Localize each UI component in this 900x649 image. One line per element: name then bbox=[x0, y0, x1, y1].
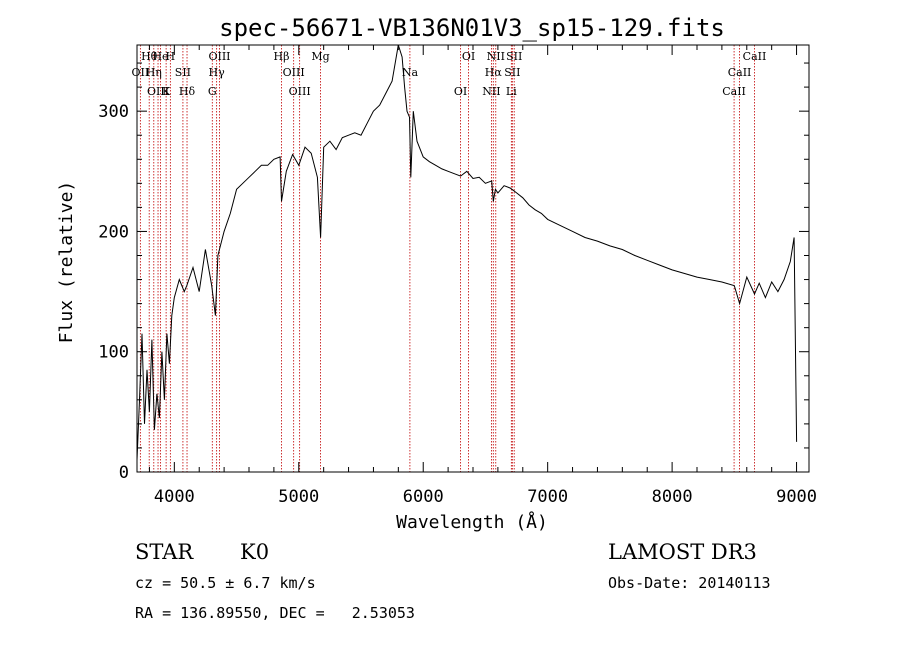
plot-frame bbox=[136, 44, 810, 473]
marker-label: Hθ bbox=[141, 50, 158, 63]
marker-label: CaII bbox=[743, 50, 767, 63]
marker-label: G bbox=[208, 85, 217, 98]
survey-name: LAMOST DR3 bbox=[608, 540, 757, 564]
x-tick-label: 7000 bbox=[527, 487, 568, 507]
y-axis-ticks: 0 100 200 300 bbox=[98, 62, 809, 483]
spectrum-line bbox=[136, 44, 798, 461]
marker-label: K bbox=[162, 85, 171, 98]
marker-label: CaII bbox=[722, 85, 746, 98]
marker-label: OI bbox=[454, 85, 467, 98]
y-tick-label: 200 bbox=[98, 222, 129, 242]
marker-label: Hδ bbox=[179, 85, 196, 98]
coordinates: RA = 136.89550, DEC = 2.53053 bbox=[135, 604, 415, 622]
marker-label: SII bbox=[175, 66, 191, 79]
marker-label: NII bbox=[487, 50, 505, 63]
marker-label: OIII bbox=[147, 85, 169, 98]
marker-label: H bbox=[166, 50, 176, 63]
emission-line-markers bbox=[139, 45, 755, 472]
redshift-text: cz = 50.5 ± 6.7 km/s bbox=[135, 574, 316, 592]
marker-label: SII bbox=[504, 66, 520, 79]
object-class: STAR bbox=[135, 540, 194, 564]
marker-label: SII bbox=[506, 50, 522, 63]
marker-label: OIII bbox=[208, 50, 230, 63]
object-subclass: K0 bbox=[240, 540, 270, 564]
x-tick-label: 4000 bbox=[154, 487, 195, 507]
y-axis-label: Flux (relative) bbox=[56, 181, 77, 344]
marker-label: OIII bbox=[283, 66, 305, 79]
x-axis-ticks: 4000 5000 6000 7000 8000 9000 bbox=[148, 45, 817, 507]
marker-label: OIII bbox=[289, 85, 311, 98]
marker-label: Mg bbox=[311, 50, 329, 63]
chart-title: spec-56671-VB136N01V3_sp15-129.fits bbox=[219, 14, 725, 42]
marker-label: NII bbox=[482, 85, 500, 98]
x-tick-label: 5000 bbox=[278, 487, 319, 507]
x-tick-label: 9000 bbox=[776, 487, 817, 507]
marker-label: OI bbox=[462, 50, 475, 63]
marker-label: Hα bbox=[485, 66, 503, 79]
y-tick-label: 100 bbox=[98, 343, 129, 363]
obs-date: Obs-Date: 20140113 bbox=[608, 574, 771, 592]
marker-label: Hγ bbox=[209, 66, 226, 79]
emission-line-labels: Hθ OII OIII He HηK H SII Hδ OIII Hγ G Hβ OIII OIII Mg N… bbox=[132, 50, 767, 98]
x-axis-label: Wavelength (Å) bbox=[396, 511, 548, 533]
x-tick-label: 8000 bbox=[652, 487, 693, 507]
x-tick-label: 6000 bbox=[403, 487, 444, 507]
marker-label: He bbox=[152, 50, 168, 63]
marker-label: Li bbox=[506, 85, 517, 98]
marker-label: CaII bbox=[728, 66, 752, 79]
marker-label: Hβ bbox=[274, 50, 290, 63]
marker-label: Hη bbox=[146, 66, 162, 79]
y-tick-label: 0 bbox=[119, 463, 129, 483]
marker-label: OII bbox=[132, 66, 150, 79]
marker-label: Na bbox=[402, 66, 419, 79]
y-tick-label: 300 bbox=[98, 102, 129, 122]
